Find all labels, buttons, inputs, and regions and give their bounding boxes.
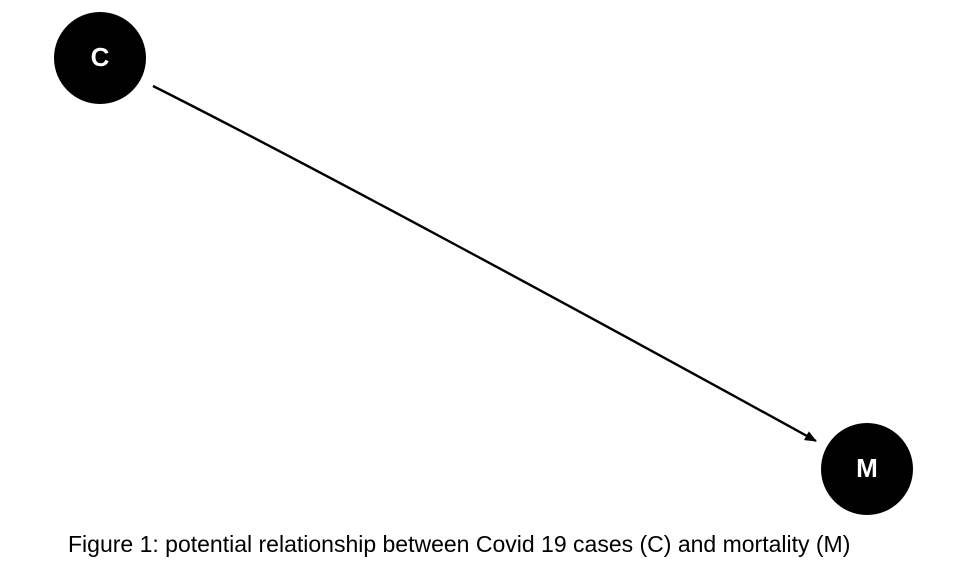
figure-caption: Figure 1: potential relationship between… [68,531,851,557]
node-c: C [54,12,146,104]
node-c-circle [54,12,146,104]
node-m-circle [821,423,913,515]
node-c-label: C [91,42,110,72]
edge-c-to-m [152,84,817,443]
node-m: M [821,423,913,515]
node-m-label: M [856,453,878,483]
